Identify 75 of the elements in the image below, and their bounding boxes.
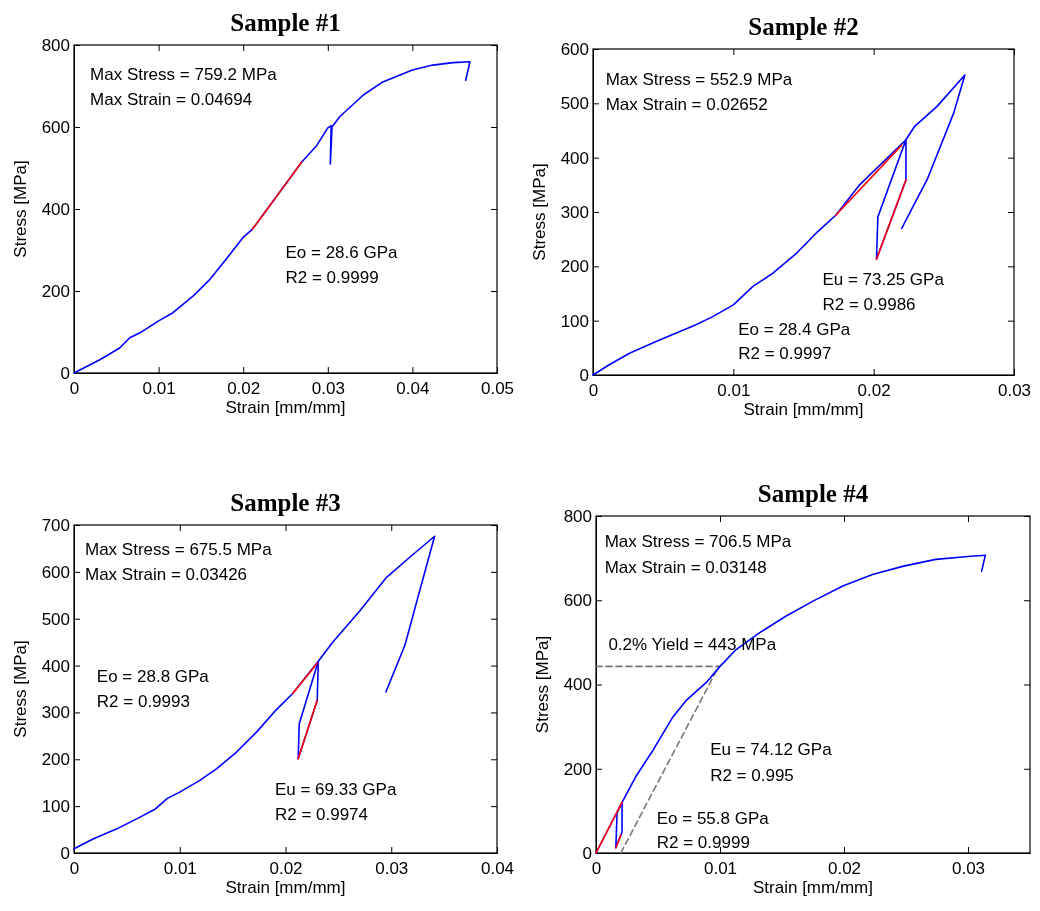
y-tick-label: 300 [41, 703, 70, 723]
y-tick-label: 400 [560, 148, 589, 168]
annotation: Max Stress = 706.5 MPa [604, 532, 792, 551]
y-tick-label: 600 [41, 117, 70, 137]
y-tick-label: 0 [60, 363, 70, 383]
y-tick-label: 800 [41, 35, 70, 55]
y-tick-label: 300 [560, 202, 589, 222]
annotation: Eu = 73.25 GPa [822, 270, 945, 290]
chart-title: Sample #3 [230, 489, 341, 516]
x-tick-label: 0.04 [480, 859, 515, 879]
y-tick-label: 800 [563, 506, 592, 526]
annotation: R2 = 0.9993 [96, 692, 190, 712]
y-tick-label: 500 [560, 94, 589, 114]
x-tick-label: 0.01 [703, 859, 738, 879]
y-tick-label: 200 [560, 257, 589, 277]
x-tick-label: 0.03 [311, 379, 345, 399]
x-tick-label: 0.05 [480, 379, 515, 399]
x-tick-label: 0.04 [396, 379, 430, 399]
y-tick-label: 0 [579, 365, 589, 385]
x-tick-label: 0.03 [951, 859, 986, 879]
annotation: Eu = 74.12 GPa [710, 740, 833, 760]
y-tick-label: 200 [41, 281, 70, 301]
annotation: Eo = 28.4 GPa [738, 319, 851, 339]
annotation: Max Stress = 675.5 MPa [85, 539, 273, 559]
y-tick-label: 400 [41, 199, 70, 219]
chart-title: Sample #4 [757, 480, 869, 507]
annotation: Eu = 69.33 GPa [274, 779, 397, 799]
x-tick-label: 0.01 [163, 859, 197, 879]
x-axis-title: Strain [mm/mm] [225, 398, 346, 417]
y-tick-label: 600 [560, 39, 589, 59]
chart-title: Sample #1 [230, 9, 341, 36]
annotation: R2 = 0.9974 [274, 805, 369, 825]
y-axis-title: Stress [MPa] [530, 163, 549, 261]
x-axis-title: Strain [mm/mm] [743, 400, 864, 419]
annotation: 0.2% Yield = 443 MPa [608, 635, 777, 655]
annotation: R2 = 0.995 [710, 765, 794, 785]
annotation: Eo = 28.6 GPa [285, 243, 399, 263]
annotation: R2 = 0.9997 [738, 343, 832, 363]
x-tick-label: 0.01 [717, 381, 751, 401]
annotation: Max Strain = 0.02652 [605, 95, 768, 115]
y-tick-label: 400 [41, 656, 70, 676]
x-tick-label: 0.03 [997, 381, 1032, 401]
x-axis-title: Strain [mm/mm] [753, 878, 873, 897]
y-tick-label: 600 [41, 562, 70, 582]
annotation: Max Strain = 0.04694 [90, 90, 253, 110]
y-tick-label: 500 [41, 609, 70, 629]
chart-title: Sample #2 [748, 13, 859, 40]
y-tick-label: 400 [563, 675, 592, 695]
annotation: Eo = 28.8 GPa [96, 667, 210, 687]
annotation: Max Stress = 552.9 MPa [605, 69, 793, 89]
y-tick-label: 100 [560, 311, 589, 331]
x-tick-label: 0.03 [375, 859, 409, 879]
x-tick-label: 0.01 [142, 379, 176, 399]
y-tick-label: 0 [60, 843, 70, 863]
x-tick-label: 0.02 [857, 381, 891, 401]
y-axis-title: Stress [MPa] [11, 640, 30, 738]
annotation: Max Stress = 759.2 MPa [90, 65, 278, 85]
y-tick-label: 600 [563, 591, 592, 611]
x-tick-label: 0.02 [227, 379, 261, 399]
y-axis-title: Stress [MPa] [11, 160, 30, 258]
y-tick-label: 200 [41, 750, 70, 770]
annotation: R2 = 0.9999 [285, 267, 379, 287]
x-tick-label: 0.02 [269, 859, 303, 879]
y-axis-title: Stress [MPa] [533, 635, 552, 734]
annotation: Max Strain = 0.03148 [604, 558, 767, 578]
annotation: R2 = 0.9986 [822, 294, 916, 314]
y-tick-label: 700 [41, 515, 70, 535]
x-tick-label: 0.02 [827, 859, 862, 879]
y-tick-label: 100 [41, 797, 70, 817]
y-tick-label: 0 [582, 843, 592, 863]
y-tick-label: 200 [563, 759, 592, 779]
x-axis-title: Strain [mm/mm] [225, 878, 346, 897]
annotation: Max Strain = 0.03426 [85, 565, 248, 585]
annotation: Eo = 55.8 GPa [656, 809, 770, 829]
annotation: R2 = 0.9999 [656, 832, 750, 852]
